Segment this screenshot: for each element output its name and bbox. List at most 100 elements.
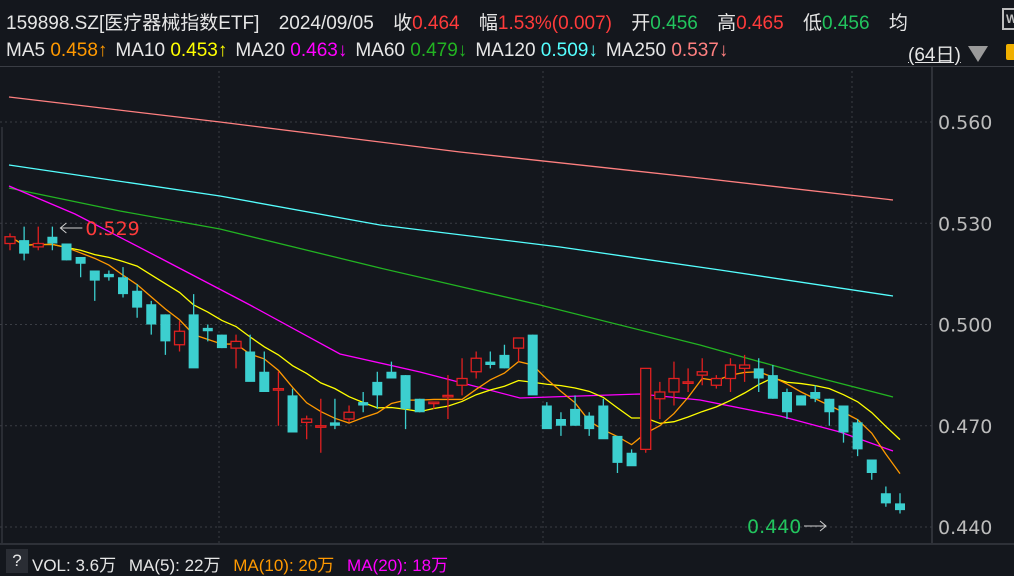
candle-up[interactable]	[428, 401, 440, 405]
candle-down[interactable]	[570, 408, 581, 426]
candle-up[interactable]	[456, 377, 468, 386]
low-value: 0.456	[821, 13, 870, 34]
vol-ma10-label: MA(10): 20万	[233, 556, 335, 575]
ma20-line	[8, 185, 894, 452]
lock-icon[interactable]	[1006, 44, 1014, 60]
candle-down[interactable]	[75, 257, 86, 264]
candle-up[interactable]	[710, 377, 722, 386]
candle-up[interactable]	[738, 364, 751, 370]
y-tick-label: 0.500	[938, 315, 992, 337]
candle-down[interactable]	[499, 354, 510, 369]
plot-area	[0, 67, 1014, 543]
candle-down[interactable]	[386, 371, 397, 379]
ma-legend-name: MA60	[355, 40, 411, 61]
candle-down[interactable]	[541, 405, 552, 430]
candle-down[interactable]	[216, 334, 227, 349]
candle-up[interactable]	[512, 337, 525, 349]
candle-down[interactable]	[259, 371, 270, 392]
candle-up[interactable]	[272, 387, 285, 391]
candle-down[interactable]	[838, 405, 849, 433]
w-window-icon[interactable]: W	[1002, 8, 1014, 30]
high-arrowhead-icon	[59, 222, 67, 234]
candle-down[interactable]	[824, 398, 835, 413]
candle-down[interactable]	[118, 277, 129, 295]
candle-up[interactable]	[4, 236, 16, 245]
vol-label: VOL: 3.6万	[32, 556, 117, 575]
close-label: 收	[393, 13, 413, 34]
low-arrowhead-icon	[819, 520, 827, 532]
candle-down[interactable]	[626, 452, 637, 467]
candle-up[interactable]	[668, 377, 680, 393]
candle-down[interactable]	[146, 304, 157, 325]
candle-down[interactable]	[485, 361, 496, 365]
open-label: 开	[631, 13, 651, 34]
candle-up[interactable]	[343, 411, 355, 420]
candle-down[interactable]	[329, 422, 340, 426]
candle-down[interactable]	[852, 422, 863, 450]
candle-down[interactable]	[612, 435, 623, 463]
candle-up[interactable]	[640, 367, 652, 451]
candle-up[interactable]	[696, 371, 708, 376]
avg-label: 均	[888, 13, 908, 34]
candle-down[interactable]	[810, 392, 821, 399]
quote-row: 159898.SZ[医疗器械指数ETF] 2024/09/05 收0.464 幅…	[6, 8, 908, 35]
ma-legend-value: 0.458↑	[50, 40, 108, 61]
candle-down[interactable]	[753, 368, 764, 379]
candle-down[interactable]	[598, 405, 609, 440]
candle-down[interactable]	[19, 240, 30, 254]
ma-legend-value: 0.537↓	[671, 40, 729, 61]
period-selector[interactable]: (64日)	[908, 45, 961, 66]
candle-down[interactable]	[188, 314, 199, 369]
y-tick-label: 0.560	[938, 112, 992, 134]
candle-down[interactable]	[555, 419, 566, 426]
candle-down[interactable]	[287, 395, 298, 433]
candle-down[interactable]	[372, 381, 383, 396]
ma-legend-name: MA120	[475, 40, 541, 61]
candle-up[interactable]	[682, 381, 694, 385]
candle-down[interactable]	[767, 375, 778, 399]
candle-down[interactable]	[584, 415, 595, 430]
candle-down[interactable]	[796, 395, 807, 406]
candle-down[interactable]	[103, 273, 114, 278]
candle-down[interactable]	[160, 314, 171, 342]
low-annotation: 0.440	[747, 516, 801, 538]
close-value: 0.464	[412, 13, 460, 34]
candle-down[interactable]	[202, 327, 213, 332]
ma-legend-name: MA5	[6, 40, 51, 61]
candle-down[interactable]	[132, 290, 143, 308]
candle-up[interactable]	[470, 357, 482, 373]
candle-up[interactable]	[32, 242, 44, 248]
dropdown-triangle-icon[interactable]	[968, 46, 988, 62]
header-divider	[0, 66, 1014, 67]
candle-down[interactable]	[866, 459, 877, 474]
ma250-line	[8, 96, 894, 201]
candle-down[interactable]	[47, 236, 58, 244]
ma-legend-value: 0.509↓	[540, 40, 598, 61]
candle-down[interactable]	[895, 503, 905, 511]
candle-up[interactable]	[654, 391, 666, 400]
help-button[interactable]: ?	[6, 549, 28, 573]
candle-down[interactable]	[527, 334, 538, 396]
y-tick-label: 0.530	[938, 213, 992, 235]
candle-up[interactable]	[173, 330, 186, 346]
candle-down[interactable]	[61, 243, 72, 261]
candlestick-chart[interactable]: 0.560 0.530 0.500 0.470 0.440 0.529 0.440	[0, 67, 1014, 543]
candle-down[interactable]	[880, 493, 891, 504]
candle-up[interactable]	[301, 418, 313, 424]
candle-down[interactable]	[414, 398, 425, 413]
candle-down[interactable]	[245, 351, 256, 382]
candle-up[interactable]	[442, 394, 454, 398]
y-tick-label: 0.440	[938, 517, 992, 539]
date: 2024/09/05	[278, 13, 374, 34]
candle-up[interactable]	[230, 340, 242, 349]
open-value: 0.456	[650, 13, 698, 34]
y-tick-label: 0.470	[938, 416, 992, 438]
candle-up[interactable]	[724, 364, 737, 380]
high-value: 0.465	[736, 13, 784, 34]
candle-down[interactable]	[781, 392, 792, 413]
candle-down[interactable]	[400, 375, 411, 409]
candle-down[interactable]	[89, 270, 100, 281]
candle-up[interactable]	[315, 425, 327, 428]
high-label: 高	[717, 13, 737, 34]
candle-down[interactable]	[358, 402, 369, 406]
